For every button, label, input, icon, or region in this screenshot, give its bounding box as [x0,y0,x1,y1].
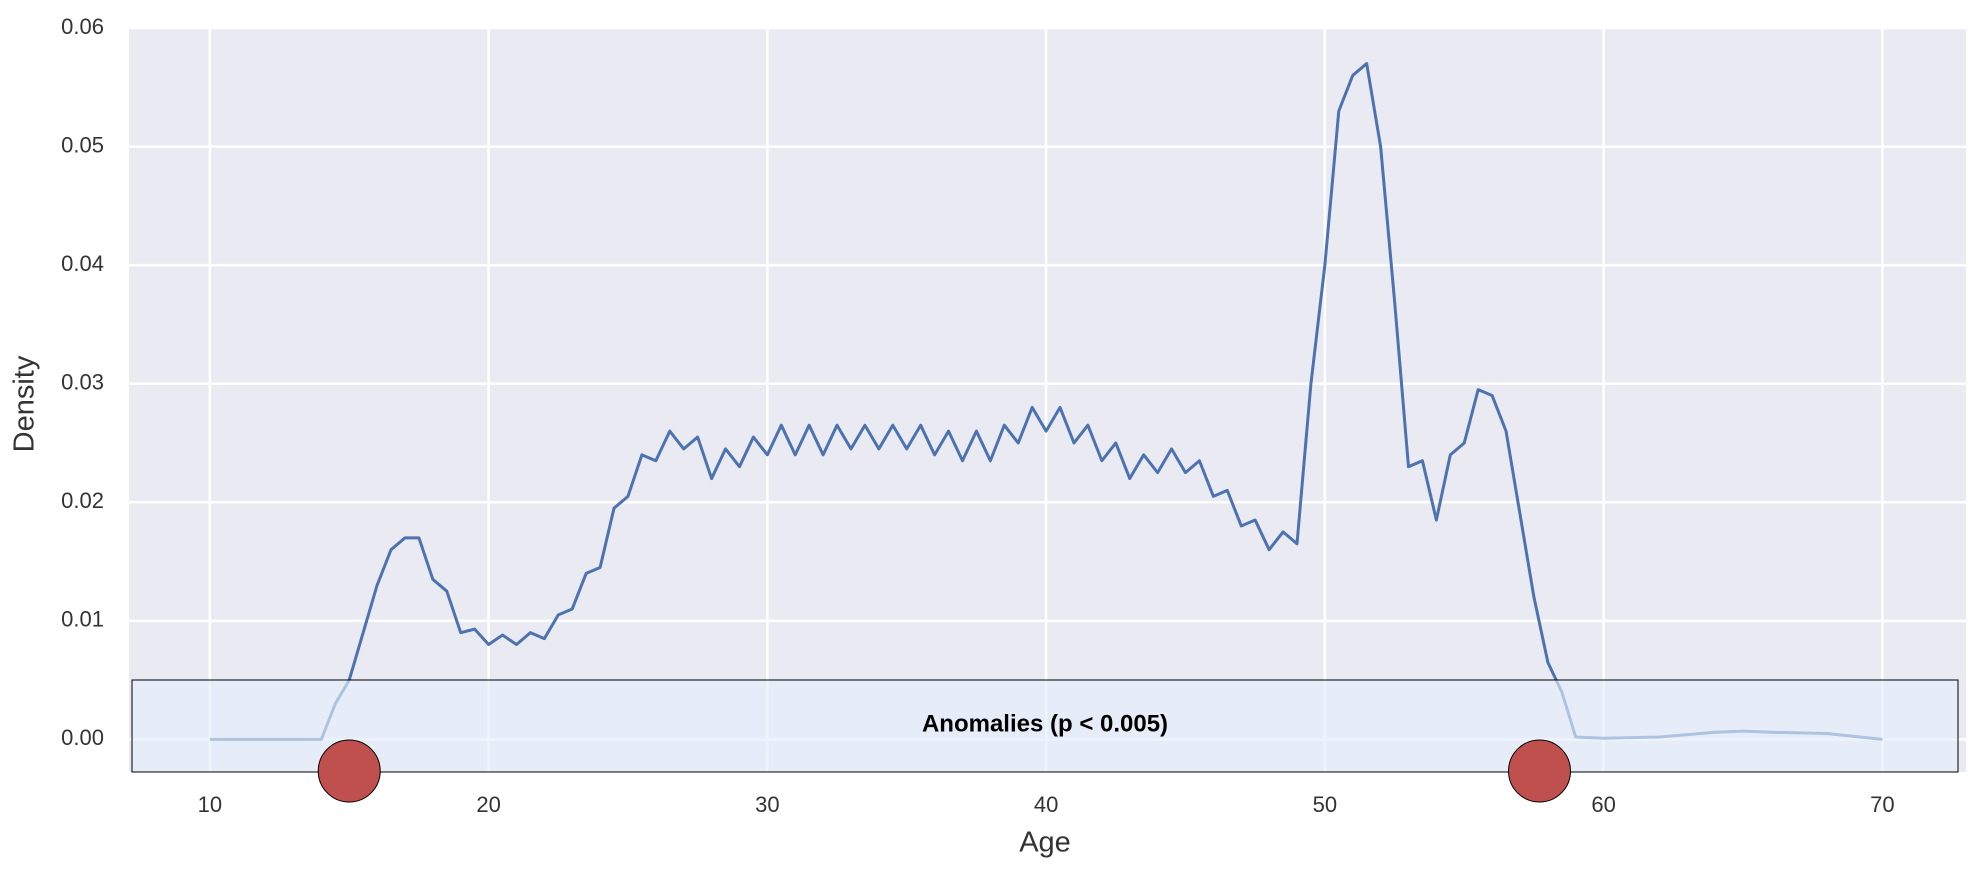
y-tick-label: 0.00 [61,725,104,750]
x-tick-label: 30 [755,792,779,817]
x-tick-label: 20 [476,792,500,817]
annotation: Anomalies (p < 0.005) [922,710,1168,737]
y-tick-label: 0.01 [61,607,104,632]
plot-area [129,28,1966,772]
x-tick-label: 10 [198,792,222,817]
x-tick-label: 60 [1591,792,1615,817]
y-tick-label: 0.03 [61,370,104,395]
y-tick-label: 0.06 [61,14,104,39]
x-tick-label: 70 [1870,792,1894,817]
x-tick-label: 50 [1313,792,1337,817]
x-tick-label: 40 [1034,792,1058,817]
y-tick-label: 0.02 [61,488,104,513]
anomaly-marker [1508,739,1572,803]
x-axis-label: Age [1019,827,1071,859]
anomaly-marker [317,739,381,803]
density-line [209,62,1883,741]
y-tick-label: 0.04 [61,251,104,276]
y-tick-label: 0.05 [61,132,104,157]
anomaly-band [131,679,1959,773]
y-axis-label: Density [9,355,41,452]
